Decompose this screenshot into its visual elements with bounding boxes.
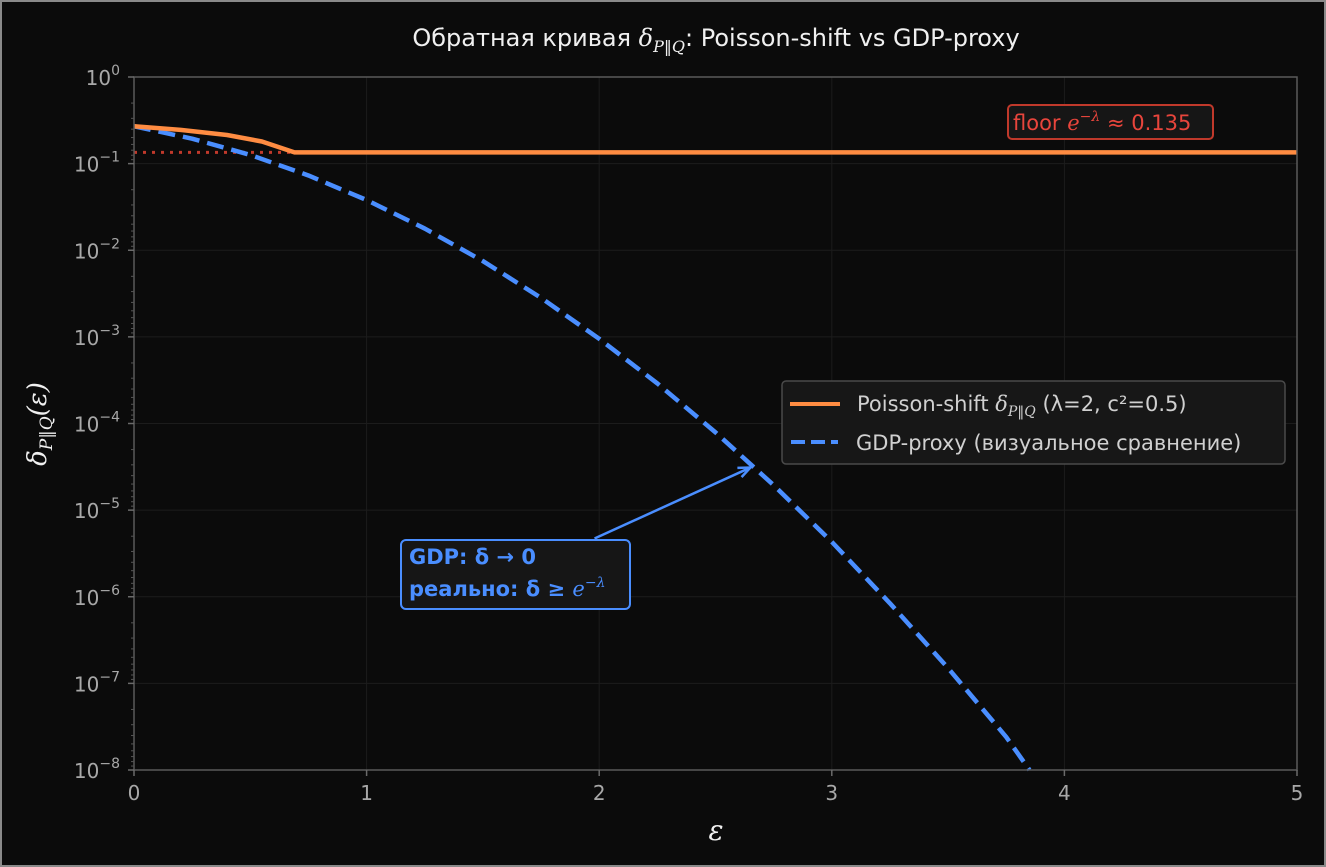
x-tick-label: 3 (825, 781, 838, 805)
poisson-shift-line (133, 124, 1297, 155)
legend-box (781, 380, 1286, 465)
gdp-annotation: GDP: δ → 0 реально: δ ≥ e−λ (400, 466, 754, 610)
y-tick-label: 10−3 (74, 323, 120, 350)
y-tick-label: 10−7 (74, 669, 120, 696)
y-tick-label: 100 (86, 63, 120, 90)
y-tick-label: 10−8 (74, 756, 120, 783)
annotation-arrow (594, 466, 751, 540)
floor-annotation-box (1007, 104, 1214, 140)
chart-title: Обратная кривая δP‖Q: Poisson-shift vs G… (412, 24, 1019, 56)
y-axis-label: δP‖Q(ε) (23, 382, 57, 466)
gdp-annotation-line1: GDP: δ → 0 (409, 545, 536, 569)
x-tick-label: 4 (1058, 781, 1071, 805)
x-tick-label: 0 (128, 781, 141, 805)
y-tick-label: 10−4 (74, 410, 120, 437)
gdp-proxy-line (133, 124, 1032, 772)
x-tick-label: 1 (360, 781, 373, 805)
x-tick-label: 2 (593, 781, 606, 805)
floor-annotation-text: floor e−λ ≈ 0.135 (1013, 109, 1191, 135)
legend-label-gdp: GDP-proxy (визуальное сравнение) (856, 431, 1241, 455)
x-axis-label: ε (708, 814, 723, 847)
x-tick-label: 5 (1291, 781, 1304, 805)
legend: Poisson-shift δP‖Q (λ=2, c²=0.5) GDP-pro… (781, 380, 1286, 465)
annotation-arrowhead (737, 466, 754, 478)
y-tick-label: 10−1 (74, 150, 120, 177)
floor-annotation: floor e−λ ≈ 0.135 (1007, 104, 1214, 140)
y-tick-label: 10−2 (74, 236, 120, 263)
y-tick-label: 10−6 (74, 583, 120, 610)
y-tick-label: 10−5 (74, 496, 120, 523)
series-layer (133, 124, 1297, 772)
gdp-annotation-box (400, 539, 631, 610)
legend-label-poisson: Poisson-shift δP‖Q (λ=2, c²=0.5) (857, 392, 1187, 420)
ticks: 0 1 2 3 4 5 100 10−1 10−2 10−3 10−4 10−5 10−6 10−7 10−… (74, 63, 1303, 805)
gdp-annotation-line2: реально: δ ≥ e−λ (409, 575, 605, 601)
